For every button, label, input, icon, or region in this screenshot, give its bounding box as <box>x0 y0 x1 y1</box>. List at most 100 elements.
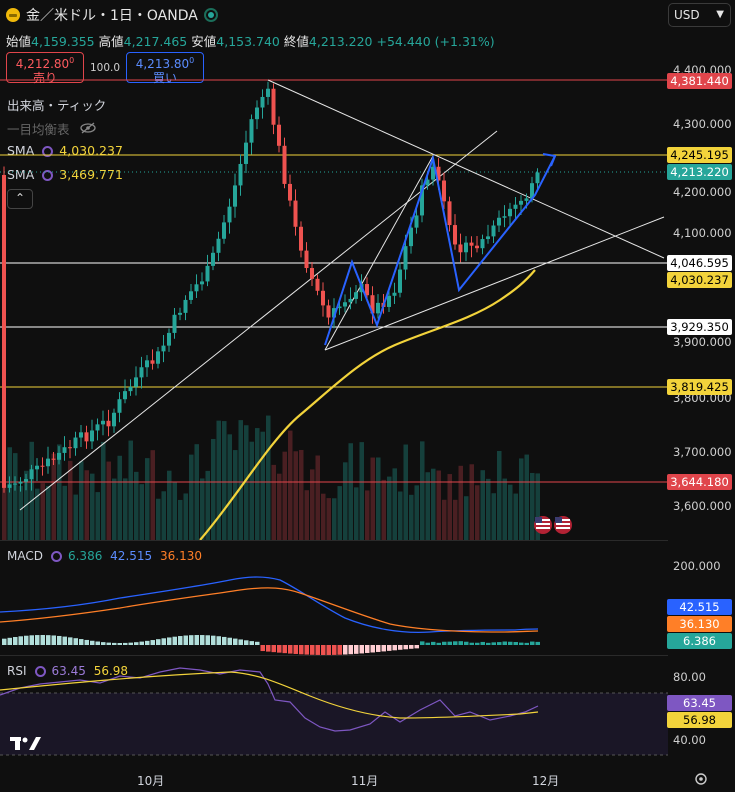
candle-body <box>299 226 303 251</box>
candle-body <box>486 236 490 240</box>
sma1-indicator-label[interactable]: SMA 4,030.237 <box>7 143 123 158</box>
volume-bar <box>304 490 309 540</box>
collapse-indicators-button[interactable]: ⌃ <box>7 189 33 209</box>
macd-settings-icon[interactable] <box>50 551 62 562</box>
tradingview-logo[interactable] <box>10 735 42 754</box>
volume-bar <box>486 478 491 540</box>
eye-slash-icon[interactable] <box>79 122 96 137</box>
price-chart[interactable] <box>0 0 668 792</box>
macd-hist-bar <box>205 635 210 645</box>
candle-body <box>244 142 248 164</box>
volume-bar <box>211 438 216 540</box>
live-dot-icon <box>203 8 218 22</box>
rsi-pane[interactable] <box>0 667 668 756</box>
rsi-label: RSI <box>7 664 27 678</box>
volume-bar <box>79 461 84 540</box>
currency-select[interactable]: USD ▼ <box>668 3 731 27</box>
rsi-tag: 63.45 <box>667 695 732 711</box>
macd-hist-bar <box>13 637 18 645</box>
settings-icon[interactable] <box>694 772 708 789</box>
price-tag-3929[interactable]: 3,929.350 <box>667 319 732 335</box>
candle-body <box>13 483 17 485</box>
macd-hist-bar <box>508 641 513 645</box>
rsi-settings-icon[interactable] <box>34 666 46 677</box>
price-tag-3819[interactable]: 3,819.425 <box>667 379 732 395</box>
macd-line <box>0 576 539 634</box>
macd-hist-bar <box>519 642 524 645</box>
pane-separator[interactable] <box>0 655 668 656</box>
ichimoku-indicator-label[interactable]: 一目均衡表 <box>7 119 96 138</box>
trend-line-top[interactable] <box>267 79 665 259</box>
us-flag-icon[interactable] <box>534 516 552 534</box>
volume-bar <box>475 485 480 540</box>
macd-hist-bar <box>139 641 144 645</box>
candle-body <box>387 295 391 307</box>
rsi-value: 63.45 <box>51 664 86 678</box>
volume-bar <box>337 486 342 540</box>
buy-button[interactable]: 4,213.800 買い <box>126 52 204 85</box>
volume-bar <box>29 441 34 540</box>
rsi-axis-label: 40.00 <box>673 733 706 747</box>
candle-body <box>211 252 215 266</box>
macd-hist-bar <box>458 641 463 645</box>
volume-bar <box>376 457 381 540</box>
candle-body <box>491 225 496 237</box>
macd-hist-bar <box>381 645 386 652</box>
price-tag-4046[interactable]: 4,046.595 <box>667 255 732 271</box>
pane-separator[interactable] <box>0 540 668 541</box>
candle-body <box>414 215 419 228</box>
macd-hist-tag: 6.386 <box>667 633 732 649</box>
macd-hist-bar <box>387 645 392 651</box>
candle-body <box>513 204 518 209</box>
candle-body <box>332 308 336 318</box>
macd-legend[interactable]: MACD 6.386 42.515 36.130 <box>7 549 202 563</box>
macd-hist-bar <box>46 635 51 645</box>
candle-body <box>57 452 61 460</box>
last-price-tag[interactable]: 4,213.220 <box>667 164 732 180</box>
volume-bar <box>332 498 337 540</box>
trend-line-bottom[interactable] <box>324 216 665 351</box>
sma-settings-icon[interactable] <box>42 170 54 181</box>
candle-body <box>453 225 457 245</box>
sell-button[interactable]: 4,212.800 売り <box>6 52 84 85</box>
volume-bar <box>46 486 51 540</box>
macd-hist-bar <box>376 645 381 652</box>
sma2-indicator-label[interactable]: SMA 3,469.771 <box>7 167 123 182</box>
macd-pane[interactable] <box>0 576 540 655</box>
candle-body <box>79 432 83 438</box>
volume-bar <box>266 415 271 540</box>
volume-bar <box>321 493 326 540</box>
price-tag-4381[interactable]: 4,381.440 <box>667 73 732 89</box>
rsi-legend[interactable]: RSI 63.45 56.98 <box>7 664 128 678</box>
sma1-value: 4,030.237 <box>59 143 123 158</box>
candle-body <box>95 424 100 431</box>
open-value: 4,159.355 <box>31 34 95 49</box>
rsi-line <box>0 667 539 732</box>
volume-bar <box>249 441 254 540</box>
volume-bar <box>277 473 282 540</box>
us-flag-icon[interactable] <box>554 516 572 534</box>
candle-body <box>288 183 292 201</box>
symbol-header[interactable]: 金／米ドル・1日・OANDA <box>6 6 218 24</box>
macd-hist-bar <box>288 645 293 654</box>
volume-indicator-label[interactable]: 出来高・ティック <box>7 98 107 113</box>
macd-hist-bar <box>150 640 155 645</box>
price-tag-3644[interactable]: 3,644.180 <box>667 474 732 490</box>
sell-price: 4,212.80 <box>15 57 70 71</box>
trend-line-long[interactable] <box>19 130 498 511</box>
macd-hist-bar <box>68 637 73 645</box>
candle-body <box>40 465 45 467</box>
macd-hist-bar <box>24 635 29 645</box>
volume-bar <box>172 482 177 540</box>
price-tag-4245[interactable]: 4,245.195 <box>667 147 732 163</box>
sma-settings-icon[interactable] <box>42 146 54 157</box>
symbol-title[interactable]: 金／米ドル・1日・OANDA <box>26 8 198 24</box>
macd-hist-bar <box>128 642 133 645</box>
trend-line-triangle-left[interactable] <box>324 155 434 351</box>
projection-path[interactable] <box>324 154 556 346</box>
macd-hist-bar <box>530 641 535 645</box>
candle-body <box>68 447 72 449</box>
candle-body <box>73 437 78 449</box>
macd-hist-bar <box>194 635 199 645</box>
sma-price-tag[interactable]: 4,030.237 <box>667 272 732 288</box>
